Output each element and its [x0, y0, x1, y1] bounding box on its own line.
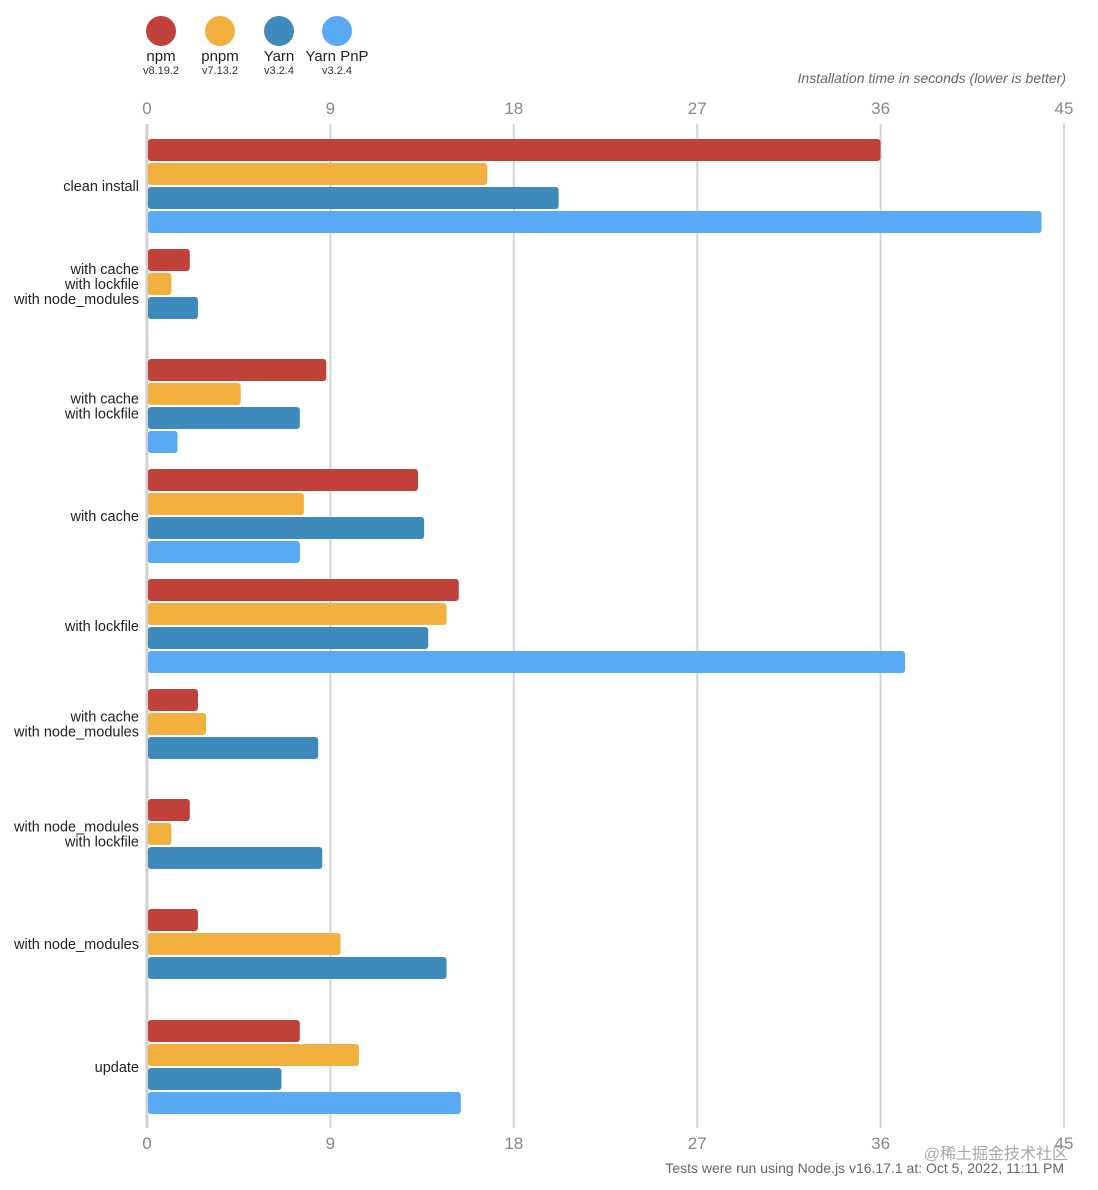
- bar-pnpm: [148, 383, 241, 405]
- legend-swatch: [205, 16, 235, 46]
- legend-name: npm: [146, 48, 176, 65]
- legend-swatch: [322, 16, 352, 46]
- category-label: with node_modules: [13, 292, 139, 308]
- bar-npm: [148, 1020, 300, 1042]
- bar-pnpm: [148, 493, 304, 515]
- bar-pnpm: [148, 273, 172, 295]
- bar-npm: [148, 689, 198, 711]
- bar-npm: [148, 139, 881, 161]
- category-label: with node_modules: [13, 725, 139, 741]
- legend-swatch: [146, 16, 176, 46]
- legend-item-npm: npm v8.19.2: [126, 16, 196, 78]
- bar-yarn: [148, 517, 425, 539]
- bar-npm: [148, 359, 327, 381]
- legend-version: v3.2.4: [322, 65, 352, 77]
- bar-yarn: [148, 297, 198, 319]
- x-tick-label-top: 9: [326, 99, 335, 118]
- category-label: with lockfile: [64, 835, 139, 851]
- legend-swatch: [264, 16, 294, 46]
- bar-pnpm: [148, 163, 488, 185]
- x-tick-label-bottom: 9: [326, 1134, 335, 1153]
- bar-npm: [148, 579, 459, 601]
- bar-npm: [148, 799, 190, 821]
- bar-yarn: [148, 187, 559, 209]
- category-label: with node_modules: [13, 820, 139, 836]
- bar-pnpm: [148, 713, 207, 735]
- category-label: with lockfile: [64, 407, 139, 423]
- category-label: with cache: [69, 262, 139, 278]
- category-label: with lockfile: [64, 619, 139, 635]
- bar-yarn: [148, 847, 323, 869]
- category-label: with cache: [69, 392, 139, 408]
- x-tick-label-top: 27: [688, 99, 707, 118]
- axis-subtitle: Installation time in seconds (lower is b…: [797, 70, 1066, 86]
- bar-yarn-pnp: [148, 541, 300, 563]
- category-label: update: [95, 1060, 139, 1076]
- bar-npm: [148, 469, 419, 491]
- bar-npm: [148, 249, 190, 271]
- bar-yarn-pnp: [148, 651, 906, 673]
- bar-yarn: [148, 957, 447, 979]
- x-tick-label-top: 0: [142, 99, 151, 118]
- legend-name: pnpm: [201, 48, 239, 65]
- legend-item-pnpm: pnpm v7.13.2: [185, 16, 255, 78]
- x-tick-label-bottom: 45: [1055, 1134, 1074, 1153]
- legend-name: Yarn: [263, 48, 295, 65]
- category-label: with cache: [69, 509, 139, 525]
- legend-version: v3.2.4: [264, 65, 294, 77]
- footer-note: Tests were run using Node.js v16.17.1 at…: [665, 1160, 1064, 1176]
- bar-yarn: [148, 737, 319, 759]
- bar-pnpm: [148, 1044, 359, 1066]
- category-label: with node_modules: [13, 937, 139, 953]
- legend-name: Yarn PnP: [305, 48, 369, 65]
- legend-version: v8.19.2: [142, 65, 180, 77]
- category-label: clean install: [63, 179, 139, 195]
- legend-item-yarn: Yarn v3.2.4: [244, 16, 314, 78]
- bar-yarn: [148, 627, 429, 649]
- bar-pnpm: [148, 603, 447, 625]
- legend-version: v7.13.2: [201, 65, 239, 77]
- bar-yarn: [148, 407, 300, 429]
- x-tick-label-bottom: 36: [871, 1134, 890, 1153]
- legend-item-yarn-pnp: Yarn PnP v3.2.4: [302, 16, 372, 78]
- x-tick-label-top: 36: [871, 99, 890, 118]
- bar-yarn-pnp: [148, 1092, 461, 1114]
- x-tick-label-top: 18: [504, 99, 523, 118]
- category-label: with cache: [69, 710, 139, 726]
- bar-yarn-pnp: [148, 431, 178, 453]
- bar-npm: [148, 909, 198, 931]
- x-tick-label-bottom: 0: [142, 1134, 151, 1153]
- bar-pnpm: [148, 823, 172, 845]
- x-tick-label-top: 45: [1055, 99, 1074, 118]
- bar-yarn-pnp: [148, 211, 1042, 233]
- category-label: with lockfile: [64, 277, 139, 293]
- bar-pnpm: [148, 933, 341, 955]
- x-tick-label-bottom: 18: [504, 1134, 523, 1153]
- x-tick-label-bottom: 27: [688, 1134, 707, 1153]
- bar-yarn: [148, 1068, 282, 1090]
- watermark: @稀土掘金技术社区: [923, 1146, 1068, 1163]
